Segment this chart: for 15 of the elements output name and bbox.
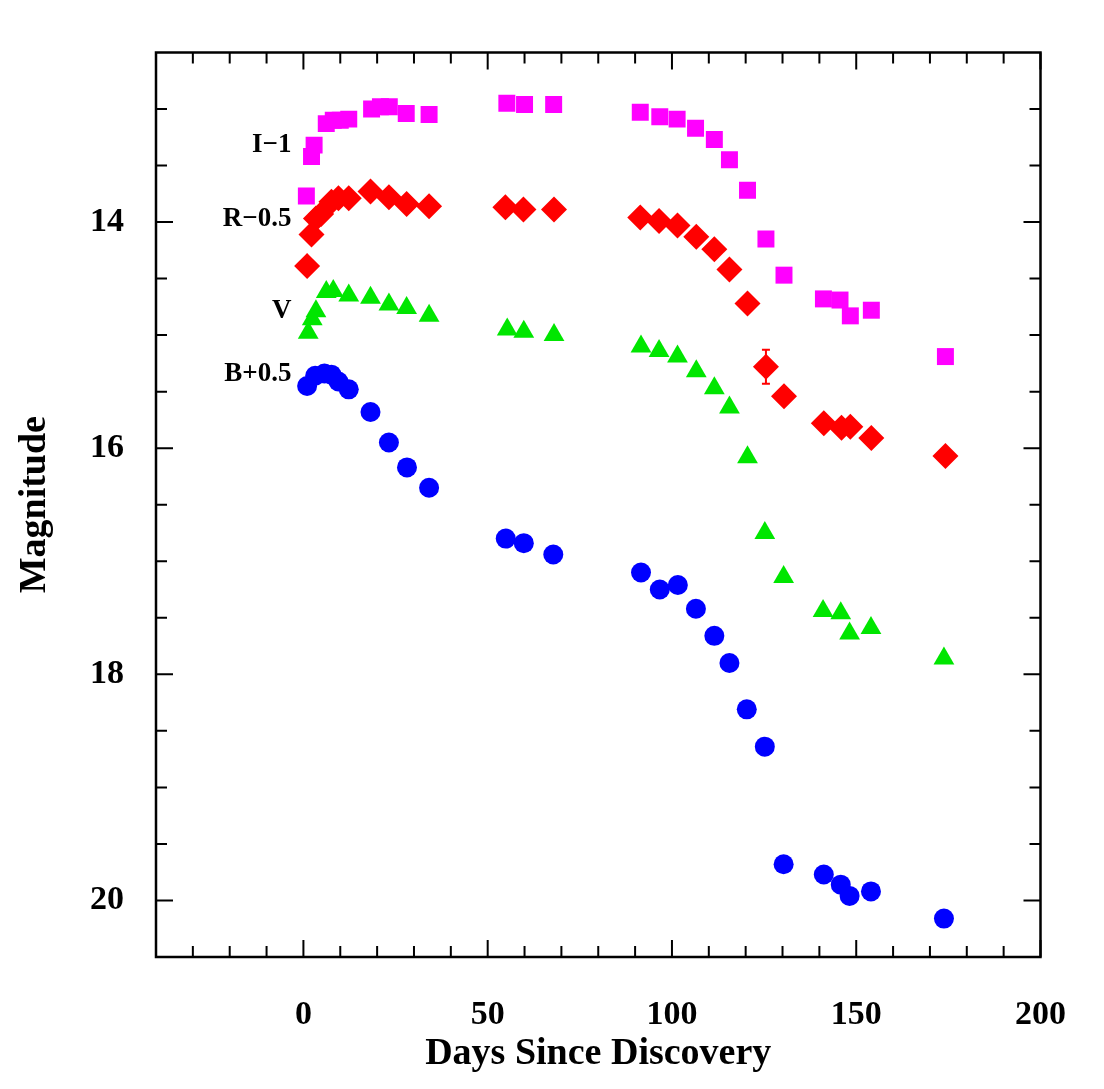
y-axis-title: Magnitude	[10, 416, 53, 594]
y-tick-label: 16	[90, 426, 124, 464]
x-tick-label: 150	[830, 994, 882, 1032]
x-tick-label: 200	[1015, 994, 1066, 1032]
y-tick-label: 20	[90, 879, 124, 917]
x-tick-label: 50	[470, 994, 505, 1032]
series-label: B+0.5	[224, 356, 292, 387]
series-label: R−0.5	[222, 201, 292, 232]
x-axis-title: Days Since Discovery	[425, 1030, 772, 1073]
x-tick-label: 0	[294, 994, 312, 1032]
x-tick-label: 100	[646, 994, 698, 1032]
y-tick-label: 18	[90, 653, 124, 691]
series-label: V	[271, 294, 292, 325]
series-label: I−1	[252, 128, 292, 159]
y-tick-label: 14	[90, 200, 124, 238]
